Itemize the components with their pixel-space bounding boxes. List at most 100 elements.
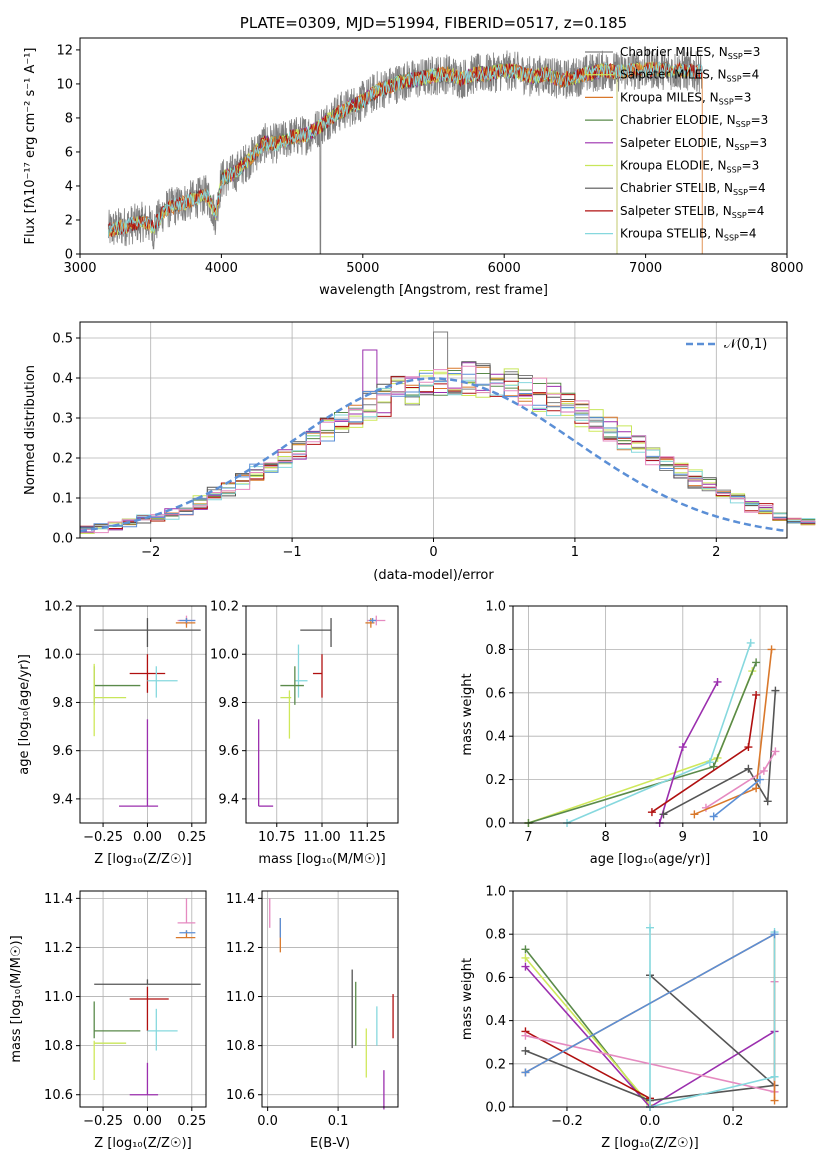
mass_vs_EBV-ytick-label: 10.6 <box>226 1088 255 1103</box>
weight_vs_age-frame <box>512 605 788 824</box>
residual-histogram <box>79 331 816 538</box>
legend-entry: Salpeter MILES, NSSP=4 <box>620 68 759 84</box>
residuals-xtick-label: −2 <box>141 545 160 560</box>
weight_vs_Z-xtick-label: −0.2 <box>551 1114 583 1129</box>
age_vs_Z-xlabel: Z [log₁₀(Z/Z☉)] <box>94 852 191 867</box>
weight_vs_Z-ytick-label: 0.2 <box>485 1057 506 1072</box>
age_vs_mass-panel: 10.75 11.00 11.25 9.4 9.6 9.8 10.0 10.2 mass [lo… <box>210 600 399 867</box>
residuals-xtick-label: 2 <box>712 545 720 560</box>
spectrum-xtick-label: 7000 <box>629 261 662 276</box>
age_vs_Z-frame <box>79 605 207 824</box>
weight-marker <box>744 743 753 752</box>
age_vs_mass-xtick-label: 11.25 <box>349 830 386 845</box>
residuals-xtick-label: −1 <box>283 545 302 560</box>
mass_vs_Z-xtick-label: −0.25 <box>83 1114 123 1129</box>
age_vs_Z-ytick-label: 10.0 <box>44 648 73 663</box>
residuals-xtick-label: 1 <box>571 545 579 560</box>
residuals-ytick-label: 0.0 <box>52 532 73 547</box>
mass_vs_Z-ytick-label: 11.2 <box>44 941 73 956</box>
weight-marker <box>752 690 761 699</box>
age_vs_Z-ytick-label: 10.2 <box>44 600 73 615</box>
legend-entry: Chabrier ELODIE, NSSP=3 <box>620 113 768 129</box>
spectrum-ytick-label: 10 <box>56 77 73 92</box>
mass_vs_EBV-xlabel: E(B-V) <box>310 1136 350 1151</box>
residuals-xlabel: (data-model)/error <box>373 568 494 583</box>
spectrum-series-line <box>107 60 703 237</box>
spectrum-xlabel: wavelength [Angstrom, rest frame] <box>319 283 548 298</box>
weight-line <box>525 974 777 1102</box>
residuals-ytick-label: 0.4 <box>52 372 73 387</box>
mass_vs_EBV-ytick-label: 10.8 <box>226 1039 255 1054</box>
legend-entry: Kroupa MILES, NSSP=3 <box>620 90 751 106</box>
spectrum-frame <box>79 37 788 255</box>
weight-line <box>713 778 761 818</box>
spectrum-ytick-label: 6 <box>65 145 73 160</box>
weight_vs_Z-ylabel: mass weight <box>460 958 475 1040</box>
weight-marker <box>705 758 714 767</box>
residuals-xtick-label: 0 <box>429 545 437 560</box>
weight_vs_age-xtick-label: 10 <box>752 830 769 845</box>
weight-marker <box>771 686 780 695</box>
spectrum-xtick-label: 5000 <box>346 261 379 276</box>
weight_vs_age-ytick-label: 0.0 <box>485 817 506 832</box>
weight-marker <box>770 1072 779 1081</box>
weight-marker <box>709 762 718 771</box>
weight_vs_age-ytick-label: 0.8 <box>485 643 506 658</box>
weight-marker <box>521 1046 530 1055</box>
mass_vs_Z-ytick-label: 11.0 <box>44 990 73 1005</box>
mass_vs_EBV-frame <box>261 890 399 1108</box>
legend-entry: 𝒩(0,1) <box>724 337 767 352</box>
residuals-panel: −2 −1 0 1 2 0.0 0.1 0.2 0.3 0.4 0.5 (data-model)/er… <box>23 321 816 583</box>
weight_vs_Z-ytick-label: 0.0 <box>485 1101 506 1116</box>
weight-marker <box>521 962 530 971</box>
legend-entry: Salpeter ELODIE, NSSP=3 <box>620 136 767 152</box>
legend-entry: Kroupa STELIB, NSSP=4 <box>620 227 757 243</box>
weight-marker <box>521 1031 530 1040</box>
weight_vs_Z-xtick-label: 0.2 <box>723 1114 744 1129</box>
weight-marker <box>770 930 779 939</box>
weight-marker <box>767 645 776 654</box>
mass_vs_EBV-ytick-label: 11.0 <box>226 990 255 1005</box>
weight-marker <box>744 764 753 773</box>
age_vs_mass-ytick-label: 10.0 <box>210 648 239 663</box>
residuals-ytick-label: 0.1 <box>52 492 73 507</box>
weight-line <box>524 957 651 1106</box>
weight_vs_Z-ytick-label: 1.0 <box>485 885 506 900</box>
age_vs_Z-xtick-label: 0.00 <box>133 830 162 845</box>
mass_vs_Z-ytick-label: 10.6 <box>44 1088 73 1103</box>
spectrum-series-line <box>206 63 618 254</box>
legend-entry: Kroupa ELODIE, NSSP=3 <box>620 159 759 175</box>
spectrum-ytick-label: 12 <box>56 43 73 58</box>
weight_vs_age-ytick-label: 1.0 <box>485 600 506 615</box>
mass_vs_Z-ytick-label: 11.4 <box>44 892 73 907</box>
residuals-ylabel: Normed distribution <box>23 365 38 495</box>
weight-marker <box>647 808 656 817</box>
legend-entry: Chabrier MILES, NSSP=3 <box>620 45 760 61</box>
weight-marker <box>521 945 530 954</box>
age_vs_mass-ytick-label: 9.6 <box>218 744 239 759</box>
residuals-ytick-label: 0.2 <box>52 452 73 467</box>
mass_vs_Z-ylabel: mass [log₁₀(M/M☉)] <box>9 935 24 1062</box>
age_vs_Z-ytick-label: 9.8 <box>52 696 73 711</box>
mass_vs_Z-panel: −0.25 0.00 0.25 10.6 10.8 11.0 11.2 11.4 Z [log₁… <box>9 890 207 1151</box>
residuals-frame <box>79 321 788 539</box>
normal-curve <box>79 377 788 533</box>
weight-line <box>663 690 777 816</box>
mass_vs_Z-xtick-label: 0.00 <box>133 1114 162 1129</box>
weight_vs_Z-frame <box>512 890 788 1108</box>
age_vs_mass-xlabel: mass [log₁₀(M/M☉)] <box>258 852 385 867</box>
weight_vs_Z-xtick-label: 0.0 <box>640 1114 661 1129</box>
weight-marker <box>759 766 768 775</box>
mass_vs_Z-frame <box>79 890 207 1108</box>
weight-marker <box>690 810 699 819</box>
weight-marker <box>763 797 772 806</box>
mass_vs_EBV-ytick-label: 11.2 <box>226 941 255 956</box>
mass_vs_EBV-ytick-label: 11.4 <box>226 892 255 907</box>
weight-marker <box>771 747 780 756</box>
weight-marker <box>521 1068 530 1077</box>
weight_vs_age-xlabel: age [log₁₀(age/yr)] <box>590 852 711 867</box>
age_vs_mass-xtick-label: 11.00 <box>303 830 340 845</box>
age_vs_Z-ytick-label: 9.6 <box>52 744 73 759</box>
weight-marker <box>521 953 530 962</box>
